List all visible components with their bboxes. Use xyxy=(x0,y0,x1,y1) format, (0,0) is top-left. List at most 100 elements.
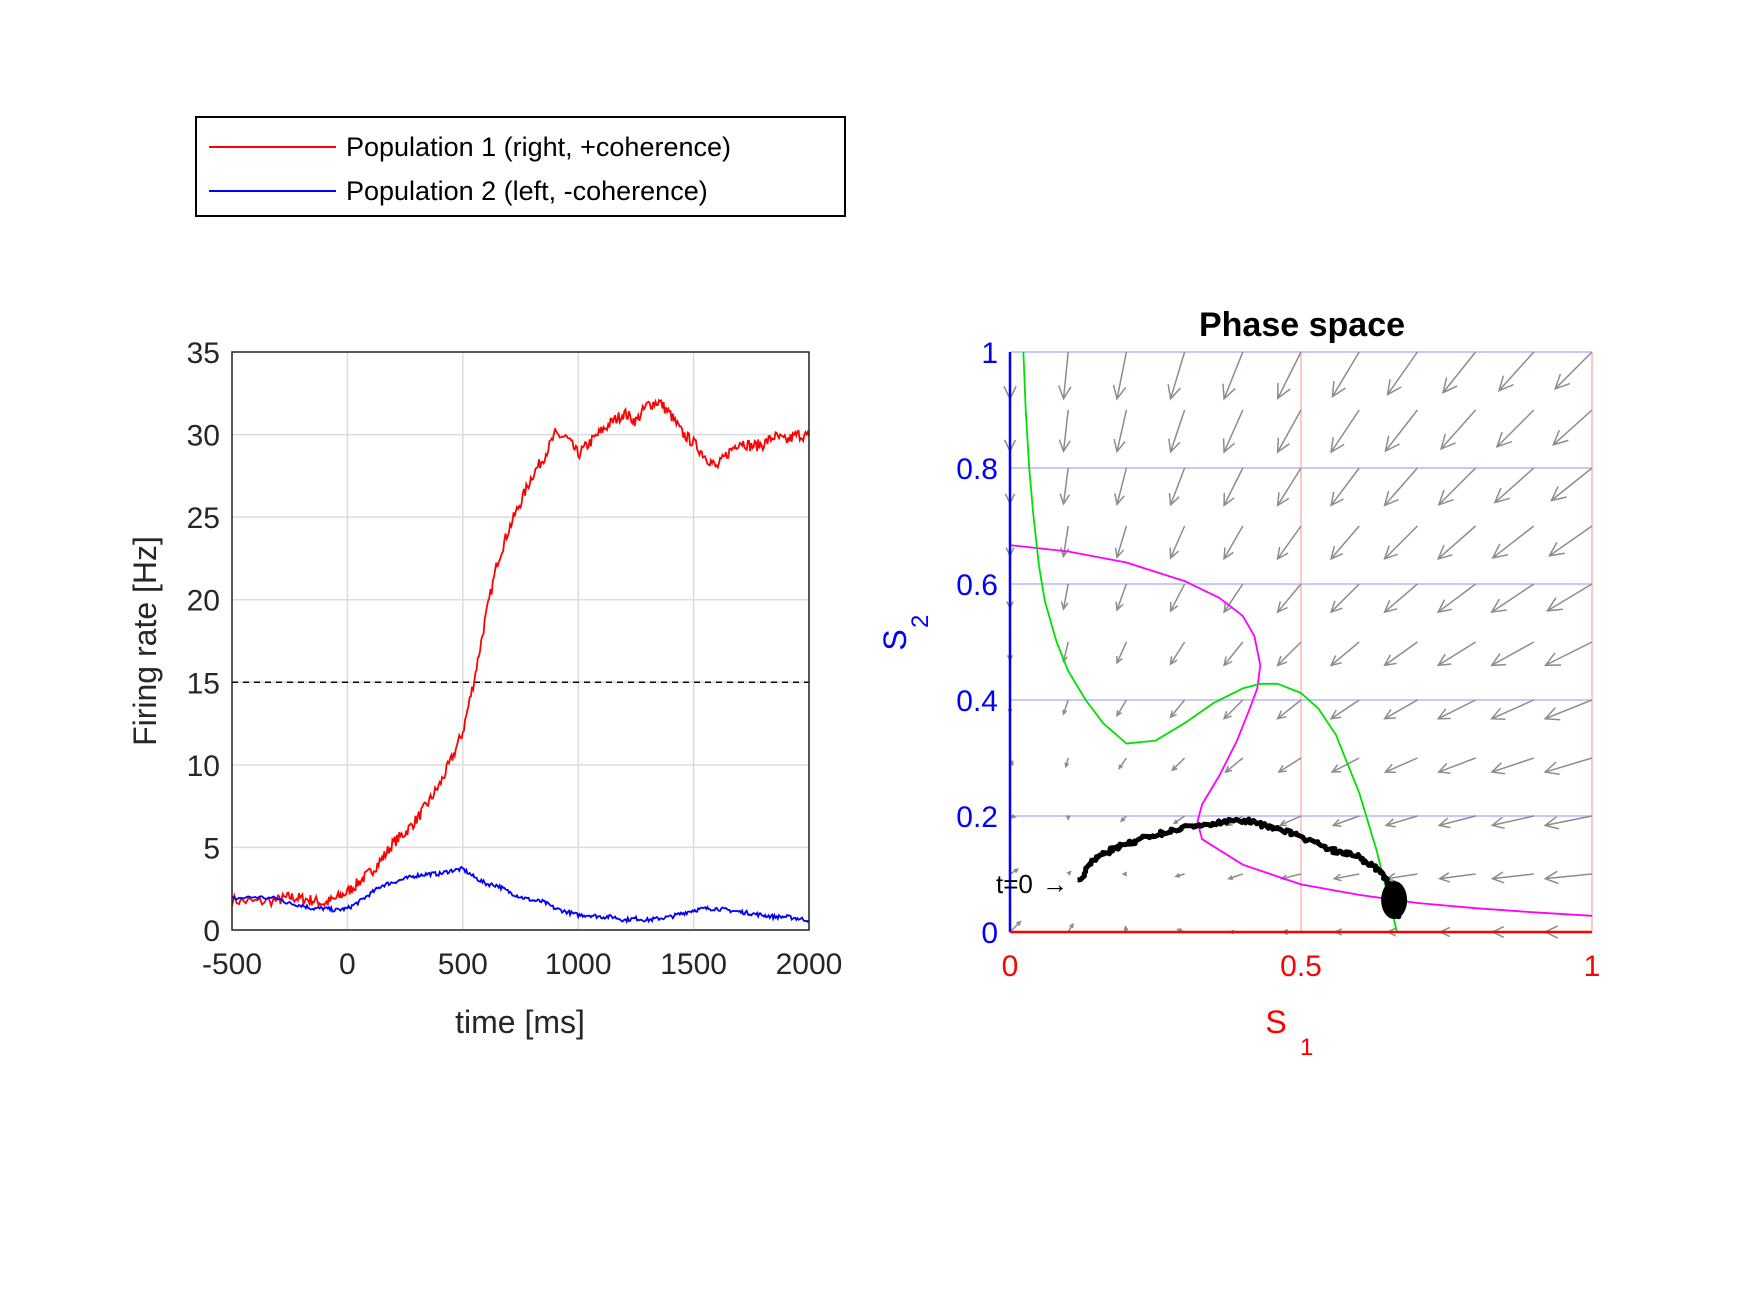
vector-arrowhead xyxy=(1069,922,1074,929)
vector-arrow xyxy=(1276,525,1302,560)
vector-arrowhead xyxy=(1276,492,1290,507)
vector-arrow xyxy=(1116,467,1128,505)
vector-arrowhead xyxy=(1114,493,1125,507)
vector-arrow xyxy=(1173,815,1186,824)
vector-arrowhead xyxy=(1383,654,1397,667)
vector-arrowhead xyxy=(1384,818,1396,828)
vector-arrow xyxy=(1384,409,1418,452)
vector-arrowhead xyxy=(1436,653,1452,667)
vector-arrow xyxy=(1332,815,1360,827)
vector-arrowhead xyxy=(1276,382,1291,401)
vector-arrowhead xyxy=(1493,487,1511,504)
vector-arrow xyxy=(1228,873,1244,880)
vector-arrow xyxy=(1545,873,1593,880)
trajectory-endpoint-cluster xyxy=(1381,881,1408,920)
vector-arrowhead xyxy=(1384,435,1400,453)
vector-arrow xyxy=(1544,699,1593,720)
firing-rate-series xyxy=(231,398,810,925)
vector-arrow xyxy=(1330,467,1360,506)
pop1-line xyxy=(231,398,810,909)
vector-arrowhead xyxy=(1222,383,1236,401)
vector-arrowhead xyxy=(1329,600,1343,614)
vector-arrowhead xyxy=(1169,656,1178,666)
vector-arrowhead xyxy=(1168,493,1180,507)
y-tick-label: 15 xyxy=(187,667,220,700)
trajectory xyxy=(1077,816,1403,920)
vector-arrowhead xyxy=(1383,708,1396,720)
vector-arrowhead xyxy=(1545,597,1563,612)
vector-arrowhead xyxy=(1121,871,1128,877)
vector-arrowhead xyxy=(1222,438,1236,454)
vector-arrow xyxy=(1439,873,1476,880)
s1-label-subscript: 1 xyxy=(1300,1034,1313,1061)
s2-tick-label: 0.6 xyxy=(956,569,998,602)
s2-tick-label: 1 xyxy=(981,337,998,370)
vector-arrow xyxy=(1550,467,1593,502)
vector-arrowhead xyxy=(1276,655,1288,667)
phase-space-title: Phase space xyxy=(1199,306,1405,344)
vector-arrowhead xyxy=(1222,710,1232,720)
vector-arrow xyxy=(1491,757,1535,773)
legend-label-pop2: Population 2 (left, -coherence) xyxy=(346,176,708,206)
vector-arrowhead xyxy=(1553,373,1571,391)
vector-arrow xyxy=(1223,641,1244,666)
phase-space-ticks: 0 0.5 1 0 0.2 0.4 0.6 0.8 1 xyxy=(956,337,1600,983)
vector-arrow xyxy=(1437,525,1477,560)
vector-arrow xyxy=(1498,351,1535,392)
x-tick-label: 2000 xyxy=(776,948,843,981)
vector-arrow xyxy=(1438,467,1477,506)
vector-arrowhead xyxy=(1277,765,1287,773)
vector-arrow xyxy=(1281,873,1302,880)
firing-rate-grid xyxy=(231,351,810,931)
x-tick-label: 1500 xyxy=(660,948,727,981)
vector-field xyxy=(1003,351,1593,939)
t0-label: t=0 xyxy=(996,869,1033,899)
vector-arrow xyxy=(1384,583,1418,613)
vector-arrow xyxy=(1279,815,1302,827)
vector-arrow xyxy=(1330,641,1360,666)
vector-arrowhead xyxy=(1169,601,1179,613)
vector-arrowhead xyxy=(1119,817,1126,823)
vector-arrow xyxy=(1223,699,1244,720)
vector-arrowhead xyxy=(1543,652,1562,667)
y-tick-label: 25 xyxy=(187,502,220,535)
vector-arrowhead xyxy=(1437,762,1451,774)
vector-arrow xyxy=(1384,525,1418,560)
vector-arrowhead xyxy=(1011,813,1017,819)
vector-arrowhead xyxy=(1543,816,1560,830)
vector-arrow xyxy=(1437,641,1476,667)
vector-arrowhead xyxy=(1495,431,1513,449)
vector-arrow xyxy=(1116,641,1128,664)
s2-label-subscript: 2 xyxy=(907,615,934,628)
s1-tick-label: 0.5 xyxy=(1280,950,1322,983)
s1-tick-label: 1 xyxy=(1584,950,1601,983)
vector-arrow xyxy=(1491,583,1535,613)
vector-arrowhead xyxy=(1118,764,1123,770)
vector-arrowhead xyxy=(1491,543,1509,559)
vector-arrowhead xyxy=(1172,819,1179,825)
vector-arrow xyxy=(1277,583,1302,613)
pop2-line xyxy=(231,865,810,925)
vector-arrowhead xyxy=(1330,436,1345,454)
vector-arrowhead xyxy=(1224,765,1233,774)
vector-arrowhead xyxy=(1436,708,1451,720)
vector-arrow xyxy=(1062,409,1069,452)
x-tick-label: -500 xyxy=(202,948,262,981)
vector-arrow xyxy=(1331,351,1360,397)
firing-rate-xlabel: time [ms] xyxy=(455,1004,585,1040)
vector-arrowhead xyxy=(1276,710,1287,720)
vector-arrowhead xyxy=(1332,873,1342,882)
vector-arrow xyxy=(1545,641,1593,666)
vector-arrow xyxy=(1331,757,1360,773)
vector-arrow xyxy=(1277,351,1302,399)
vector-arrowhead xyxy=(1171,765,1178,772)
vector-arrow xyxy=(1062,467,1069,504)
vector-arrowhead xyxy=(1331,381,1346,399)
s2-tick-label: 0.2 xyxy=(956,801,998,834)
vector-arrow xyxy=(1169,351,1186,400)
legend: Population 1 (right, +coherence) Populat… xyxy=(195,116,846,217)
vector-arrow xyxy=(1491,641,1535,667)
vector-arrow xyxy=(1116,351,1128,399)
phase-space-xlabel: S 1 xyxy=(1265,1004,1313,1061)
vector-arrowhead xyxy=(1278,819,1288,827)
